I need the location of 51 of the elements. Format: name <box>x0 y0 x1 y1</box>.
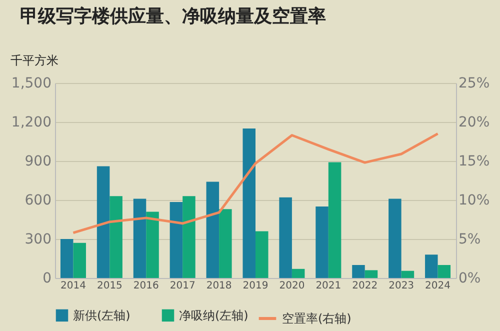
bar <box>279 197 292 278</box>
bar <box>96 166 110 278</box>
bar <box>242 128 256 278</box>
x-tick-label: 2015 <box>96 280 122 292</box>
bar <box>425 254 438 278</box>
chart-title: 甲级写字楼供应量、净吸纳量及空置率 <box>20 6 326 27</box>
y-tick-label: 600 <box>24 192 52 208</box>
bar <box>146 212 159 278</box>
y2-tick-label: 10% <box>458 192 490 208</box>
bar <box>206 182 220 278</box>
bar <box>401 270 414 278</box>
x-tick-label: 2019 <box>242 280 268 292</box>
legend-label: 空置率(右轴) <box>282 312 352 326</box>
bar <box>170 202 183 278</box>
bar <box>352 265 365 278</box>
line-series <box>72 132 440 234</box>
y2-tick-label: 15% <box>458 154 490 170</box>
bar <box>133 198 146 278</box>
y2-tick-label: 20% <box>458 114 490 130</box>
y2-tick-label: 25% <box>458 76 490 92</box>
x-tick-label: 2016 <box>133 280 159 292</box>
y-tick-label: 1,500 <box>11 76 52 92</box>
y2-tick-label: 5% <box>458 232 481 248</box>
y-tick-label: 300 <box>24 232 52 248</box>
x-tick-label: 2021 <box>316 280 342 292</box>
bar <box>388 198 402 278</box>
bar <box>60 239 74 278</box>
bar <box>292 268 305 278</box>
y-tick-label: 900 <box>24 154 52 170</box>
bar <box>256 231 268 278</box>
x-tick-label: 2014 <box>60 280 86 292</box>
legend-label: 新供(左轴) <box>73 308 130 322</box>
x-tick-label: 2018 <box>206 280 232 292</box>
y-axis-title: 千平方米 <box>10 54 58 68</box>
bar <box>73 242 86 278</box>
bar <box>328 162 342 278</box>
x-tick-label: 2020 <box>279 280 305 292</box>
bar <box>316 206 328 278</box>
bar <box>438 265 451 278</box>
x-tick-label: 2017 <box>170 280 196 292</box>
bar <box>219 209 232 278</box>
legend-label: 净吸纳(左轴) <box>179 308 248 322</box>
x-tick-label: 2023 <box>388 280 414 292</box>
y2-tick-label: 0% <box>458 270 481 286</box>
x-tick-label: 2022 <box>352 280 378 292</box>
bar <box>110 196 122 278</box>
x-tick-label: 2024 <box>425 280 450 292</box>
y-tick-label: 0 <box>42 270 52 286</box>
bar <box>182 196 196 278</box>
y-tick-label: 1,200 <box>11 114 52 130</box>
bar <box>364 270 378 278</box>
